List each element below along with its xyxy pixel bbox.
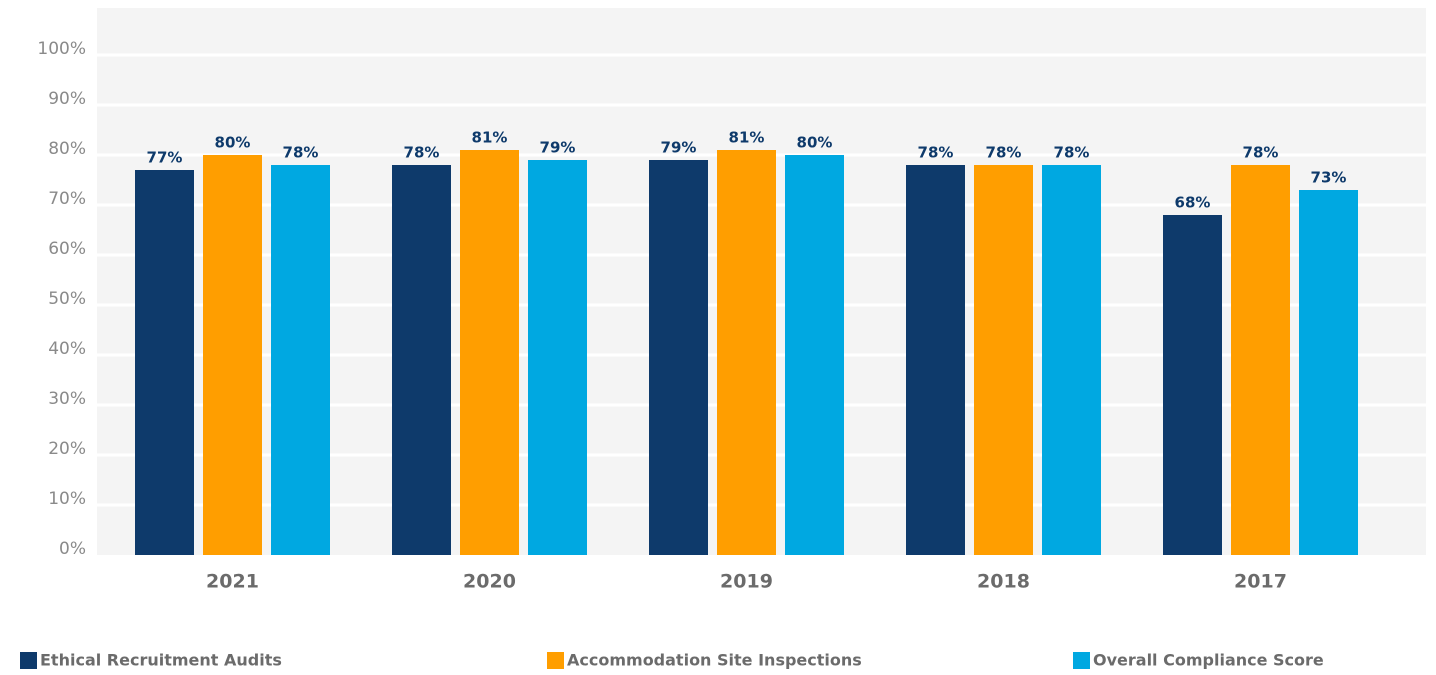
y-tick-label: 50%: [48, 289, 86, 309]
value-label: 78%: [283, 144, 319, 162]
x-tick-label: 2021: [206, 571, 259, 593]
value-label: 79%: [540, 139, 576, 157]
value-label: 77%: [147, 149, 183, 167]
y-tick-label: 60%: [48, 239, 86, 259]
value-label: 78%: [1243, 144, 1279, 162]
bar: [649, 160, 708, 555]
value-label: 78%: [1054, 144, 1090, 162]
y-tick-label: 70%: [48, 189, 86, 209]
y-tick-label: 20%: [48, 439, 86, 459]
legend-label: Accommodation Site Inspections: [567, 651, 862, 670]
x-tick-label: 2020: [463, 571, 516, 593]
y-tick-label: 30%: [48, 389, 86, 409]
bar: [460, 150, 519, 555]
bar: [392, 165, 451, 555]
y-tick-label: 100%: [37, 39, 86, 59]
legend-swatch: [20, 652, 37, 669]
legend-label: Overall Compliance Score: [1093, 651, 1324, 670]
legend-label: Ethical Recruitment Audits: [40, 651, 282, 670]
value-label: 79%: [661, 139, 697, 157]
bar: [203, 155, 262, 555]
x-tick-label: 2017: [1234, 571, 1287, 593]
value-label: 80%: [797, 134, 833, 152]
bar: [1299, 190, 1358, 555]
value-label: 78%: [918, 144, 954, 162]
y-tick-label: 90%: [48, 89, 86, 109]
bar: [1163, 215, 1222, 555]
y-tick-label: 10%: [48, 489, 86, 509]
legend-swatch: [1073, 652, 1090, 669]
bar: [906, 165, 965, 555]
legend-swatch: [547, 652, 564, 669]
value-label: 81%: [472, 129, 508, 147]
value-label: 68%: [1175, 194, 1211, 212]
value-label: 78%: [404, 144, 440, 162]
bar: [1042, 165, 1101, 555]
bar: [271, 165, 330, 555]
bar: [528, 160, 587, 555]
bar: [135, 170, 194, 555]
y-tick-label: 0%: [59, 539, 86, 559]
value-label: 80%: [215, 134, 251, 152]
y-tick-label: 40%: [48, 339, 86, 359]
bar: [1231, 165, 1290, 555]
x-tick-label: 2019: [720, 571, 773, 593]
value-label: 78%: [986, 144, 1022, 162]
x-tick-label: 2018: [977, 571, 1030, 593]
value-label: 81%: [729, 129, 765, 147]
bar: [717, 150, 776, 555]
bar: [785, 155, 844, 555]
bar: [974, 165, 1033, 555]
y-tick-label: 80%: [48, 139, 86, 159]
value-label: 73%: [1311, 169, 1347, 187]
